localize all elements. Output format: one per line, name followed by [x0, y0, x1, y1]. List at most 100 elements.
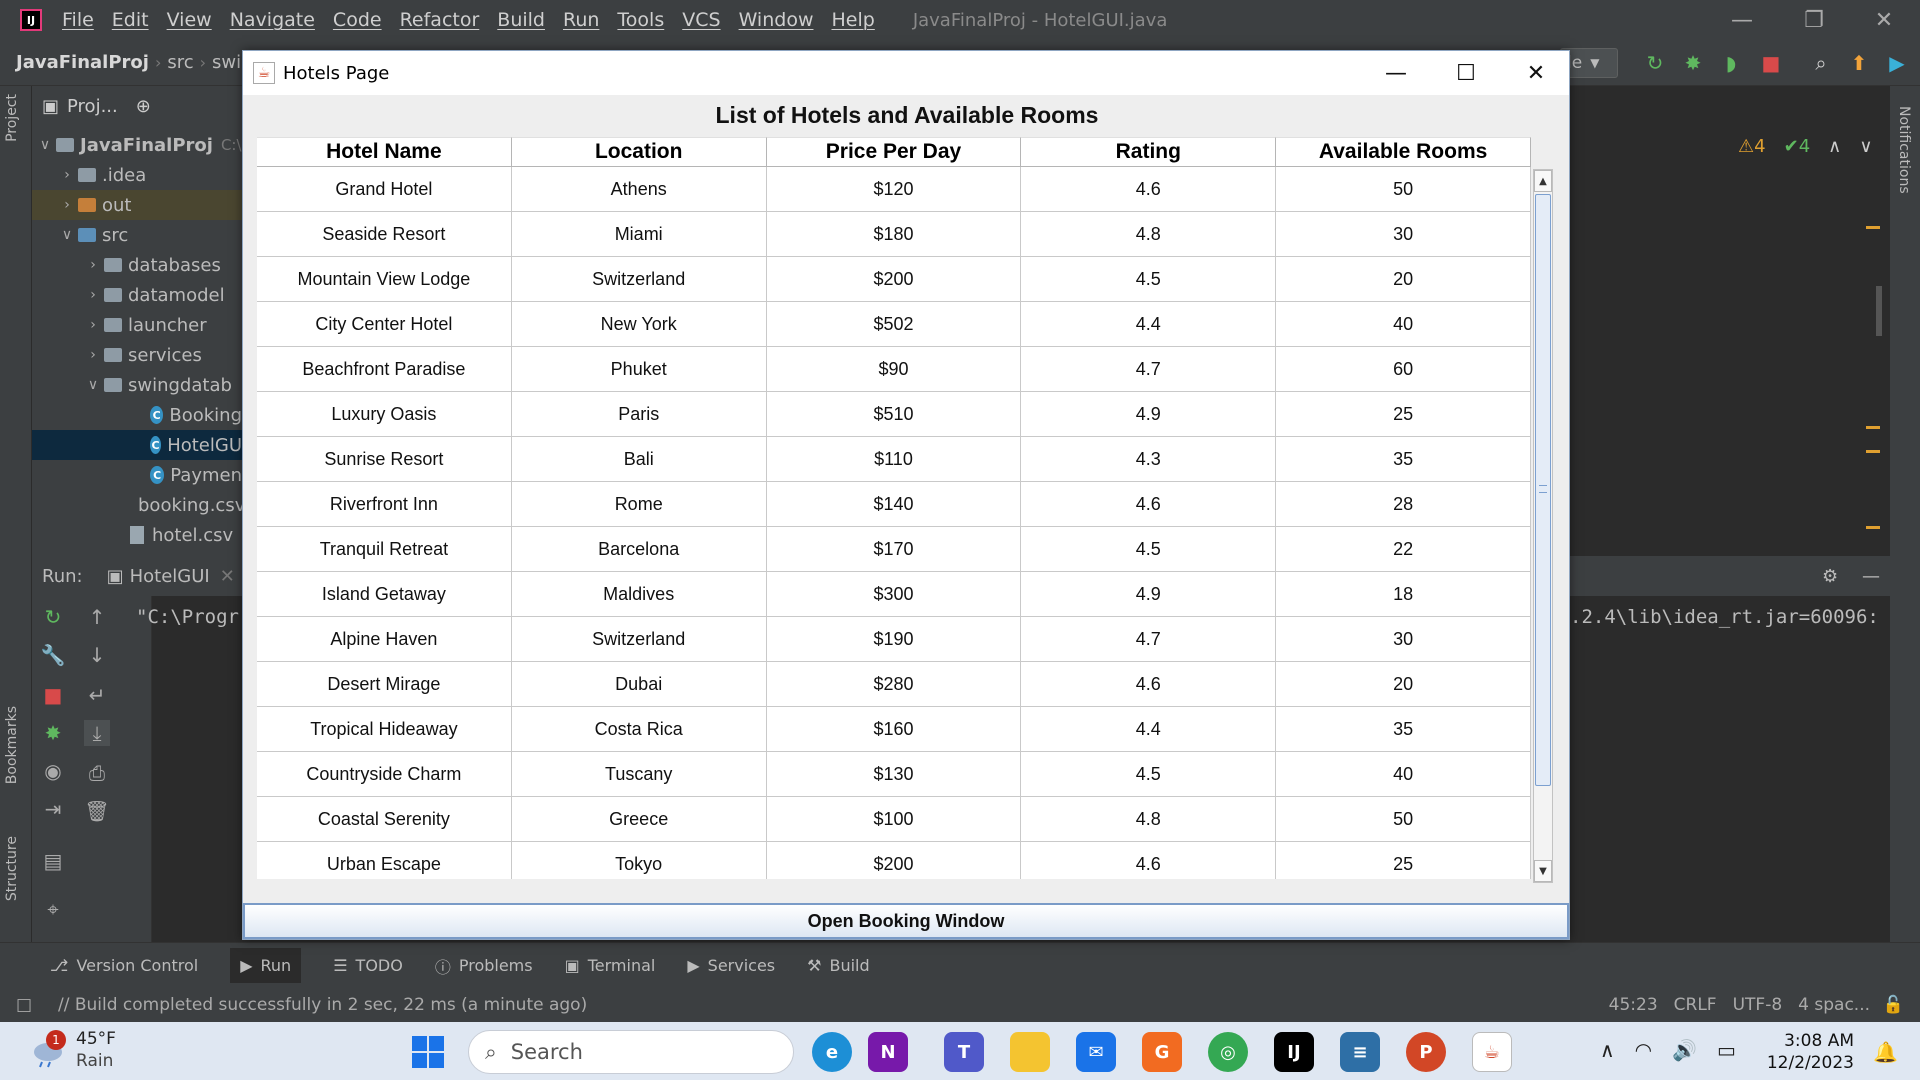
breadcrumb-project[interactable]: JavaFinalProj — [16, 52, 149, 73]
tree-item-datamodel[interactable]: › datamodel — [32, 280, 242, 310]
cell-rating[interactable]: 4.5 — [1021, 257, 1277, 302]
menu-tools[interactable]: Tools — [617, 9, 665, 31]
tree-item-module[interactable]: ∨ JavaFinalProj C:\ — [32, 130, 242, 160]
pdf-app-icon[interactable]: G — [1142, 1032, 1182, 1072]
inspection-widget[interactable]: ⚠4 ✔4 ∧ ∨ — [1738, 136, 1873, 157]
soft-wrap-icon[interactable]: ↵ — [88, 683, 106, 707]
cell-rating[interactable]: 4.6 — [1021, 842, 1277, 879]
project-header-label[interactable]: Proj... — [67, 95, 118, 117]
camera-icon[interactable]: ◉ — [44, 759, 62, 783]
tree-item-idea[interactable]: › .idea — [32, 160, 242, 190]
cell-rating[interactable]: 4.6 — [1021, 167, 1277, 212]
bookmarks-side-tab[interactable]: Bookmarks — [4, 706, 20, 785]
table-row[interactable]: Grand Hotel Athens $120 4.6 50 — [257, 167, 1531, 212]
tool-window-toggle-icon[interactable]: □ — [16, 995, 33, 1015]
cell-price-per-day[interactable]: $120 — [766, 167, 1022, 212]
coverage-icon[interactable]: ◗ — [1725, 51, 1737, 75]
rerun-icon[interactable]: ↻ — [1646, 51, 1664, 75]
taskbar-clock[interactable]: 3:08 AM 12/2/2023 — [1767, 1030, 1854, 1074]
tree-item-out[interactable]: › out — [32, 190, 242, 220]
cell-available-rooms[interactable]: 20 — [1276, 662, 1531, 707]
close-icon[interactable]: ✕ — [1526, 60, 1546, 86]
structure-side-tab[interactable]: Structure — [4, 836, 20, 902]
teams-icon[interactable]: T — [944, 1032, 984, 1072]
table-row[interactable]: Desert Mirage Dubai $280 4.6 20 — [257, 662, 1531, 707]
cell-location[interactable]: Bali — [511, 437, 767, 482]
windows-start-icon[interactable] — [408, 1032, 448, 1072]
menu-window[interactable]: Window — [738, 9, 814, 31]
scroll-down-icon[interactable]: ▼ — [1534, 860, 1552, 882]
cell-available-rooms[interactable]: 60 — [1276, 347, 1531, 392]
close-icon[interactable]: ✕ — [1874, 7, 1894, 33]
taskbar-search-box[interactable]: ⌕ Search — [468, 1030, 794, 1074]
cell-location[interactable]: Tokyo — [512, 842, 767, 879]
cell-location[interactable]: Switzerland — [511, 257, 767, 302]
tree-item-hotel-csv[interactable]: hotel.csv — [32, 520, 242, 550]
tab-problems[interactable]: ⓘ Problems — [435, 954, 533, 978]
rerun-icon[interactable]: ↻ — [44, 605, 62, 629]
table-row[interactable]: Countryside Charm Tuscany $130 4.5 40 — [257, 752, 1531, 797]
gear-icon[interactable]: ⚙ — [1822, 565, 1839, 587]
cell-location[interactable]: Miami — [511, 212, 767, 257]
table-row[interactable]: Urban Escape Tokyo $200 4.6 25 — [257, 842, 1531, 879]
java-taskbar-icon[interactable]: ☕ — [1472, 1032, 1512, 1072]
menu-edit[interactable]: Edit — [111, 9, 149, 31]
file-explorer-icon[interactable] — [1010, 1032, 1050, 1072]
tree-item-src[interactable]: ∨ src — [32, 220, 242, 250]
column-header-price-per-day[interactable]: Price Per Day — [766, 137, 1022, 167]
table-row[interactable]: Alpine Haven Switzerland $190 4.7 30 — [257, 617, 1531, 662]
cell-rating[interactable]: 4.8 — [1021, 212, 1277, 257]
table-row[interactable]: Tranquil Retreat Barcelona $170 4.5 22 — [257, 527, 1531, 572]
tab-run[interactable]: ▶ Run — [230, 948, 302, 983]
cell-location[interactable]: Phuket — [511, 347, 767, 392]
lock-icon[interactable]: 🔓 — [1882, 995, 1904, 1015]
cell-hotel-name[interactable]: Tropical Hideaway — [257, 707, 512, 752]
cell-location[interactable]: Barcelona — [511, 527, 767, 572]
table-row[interactable]: Mountain View Lodge Switzerland $200 4.5 20 — [257, 257, 1531, 302]
cell-price-per-day[interactable]: $200 — [766, 257, 1022, 302]
table-row[interactable]: Luxury Oasis Paris $510 4.9 25 — [257, 392, 1531, 437]
cell-price-per-day[interactable]: $160 — [766, 707, 1022, 752]
search-icon[interactable]: ⌕ — [1815, 51, 1827, 75]
intellij-taskbar-icon[interactable]: IJ — [1274, 1032, 1314, 1072]
cell-rating[interactable]: 4.7 — [1021, 347, 1277, 392]
tab-version-control[interactable]: ⎇ Version Control — [50, 956, 198, 975]
cell-available-rooms[interactable]: 28 — [1276, 482, 1531, 527]
hotels-window-titlebar[interactable]: ☕ Hotels Page — ☐ ✕ — [243, 51, 1569, 95]
table-row[interactable]: Island Getaway Maldives $300 4.9 18 — [257, 572, 1531, 617]
cell-hotel-name[interactable]: Sunrise Resort — [257, 437, 512, 482]
cell-location[interactable]: New York — [511, 302, 767, 347]
cell-hotel-name[interactable]: Seaside Resort — [257, 212, 512, 257]
cell-location[interactable]: Tuscany — [511, 752, 767, 797]
tree-item-booking-class[interactable]: C Booking — [32, 400, 242, 430]
cell-available-rooms[interactable]: 30 — [1276, 212, 1531, 257]
caret-position[interactable]: 45:23 — [1608, 995, 1658, 1015]
cell-location[interactable]: Costa Rica — [511, 707, 767, 752]
wifi-icon[interactable]: ◠ — [1634, 1038, 1653, 1062]
cell-rating[interactable]: 4.5 — [1021, 752, 1277, 797]
tree-item-launcher[interactable]: › launcher — [32, 310, 242, 340]
maximize-icon[interactable]: ☐ — [1456, 60, 1476, 86]
minimize-icon[interactable]: — — [1385, 60, 1407, 86]
column-header-location[interactable]: Location — [511, 137, 767, 167]
cell-hotel-name[interactable]: Urban Escape — [257, 842, 512, 879]
tree-item-payment-class[interactable]: C Paymen — [32, 460, 242, 490]
close-tab-icon[interactable]: ✕ — [219, 565, 235, 587]
chevron-down-icon[interactable]: ∨ — [1859, 136, 1873, 157]
cell-rating[interactable]: 4.7 — [1021, 617, 1277, 662]
tree-item-databases[interactable]: › databases — [32, 250, 242, 280]
table-row[interactable]: Sunrise Resort Bali $110 4.3 35 — [257, 437, 1531, 482]
table-row[interactable]: Tropical Hideaway Costa Rica $160 4.4 35 — [257, 707, 1531, 752]
arrow-down-icon[interactable]: ↓ — [88, 643, 106, 667]
cell-price-per-day[interactable]: $90 — [766, 347, 1022, 392]
crosshair-icon[interactable]: ⊕ — [135, 95, 151, 117]
tab-services[interactable]: ▶ Services — [687, 956, 775, 975]
cell-price-per-day[interactable]: $502 — [766, 302, 1022, 347]
cell-hotel-name[interactable]: Riverfront Inn — [257, 482, 512, 527]
table-vertical-scrollbar[interactable]: ▲ ▼ — [1533, 169, 1553, 883]
cell-available-rooms[interactable]: 25 — [1276, 842, 1531, 879]
cell-location[interactable]: Maldives — [511, 572, 767, 617]
cell-hotel-name[interactable]: Alpine Haven — [257, 617, 512, 662]
update-icon[interactable]: ⬆ — [1850, 51, 1868, 75]
cell-available-rooms[interactable]: 35 — [1276, 707, 1531, 752]
